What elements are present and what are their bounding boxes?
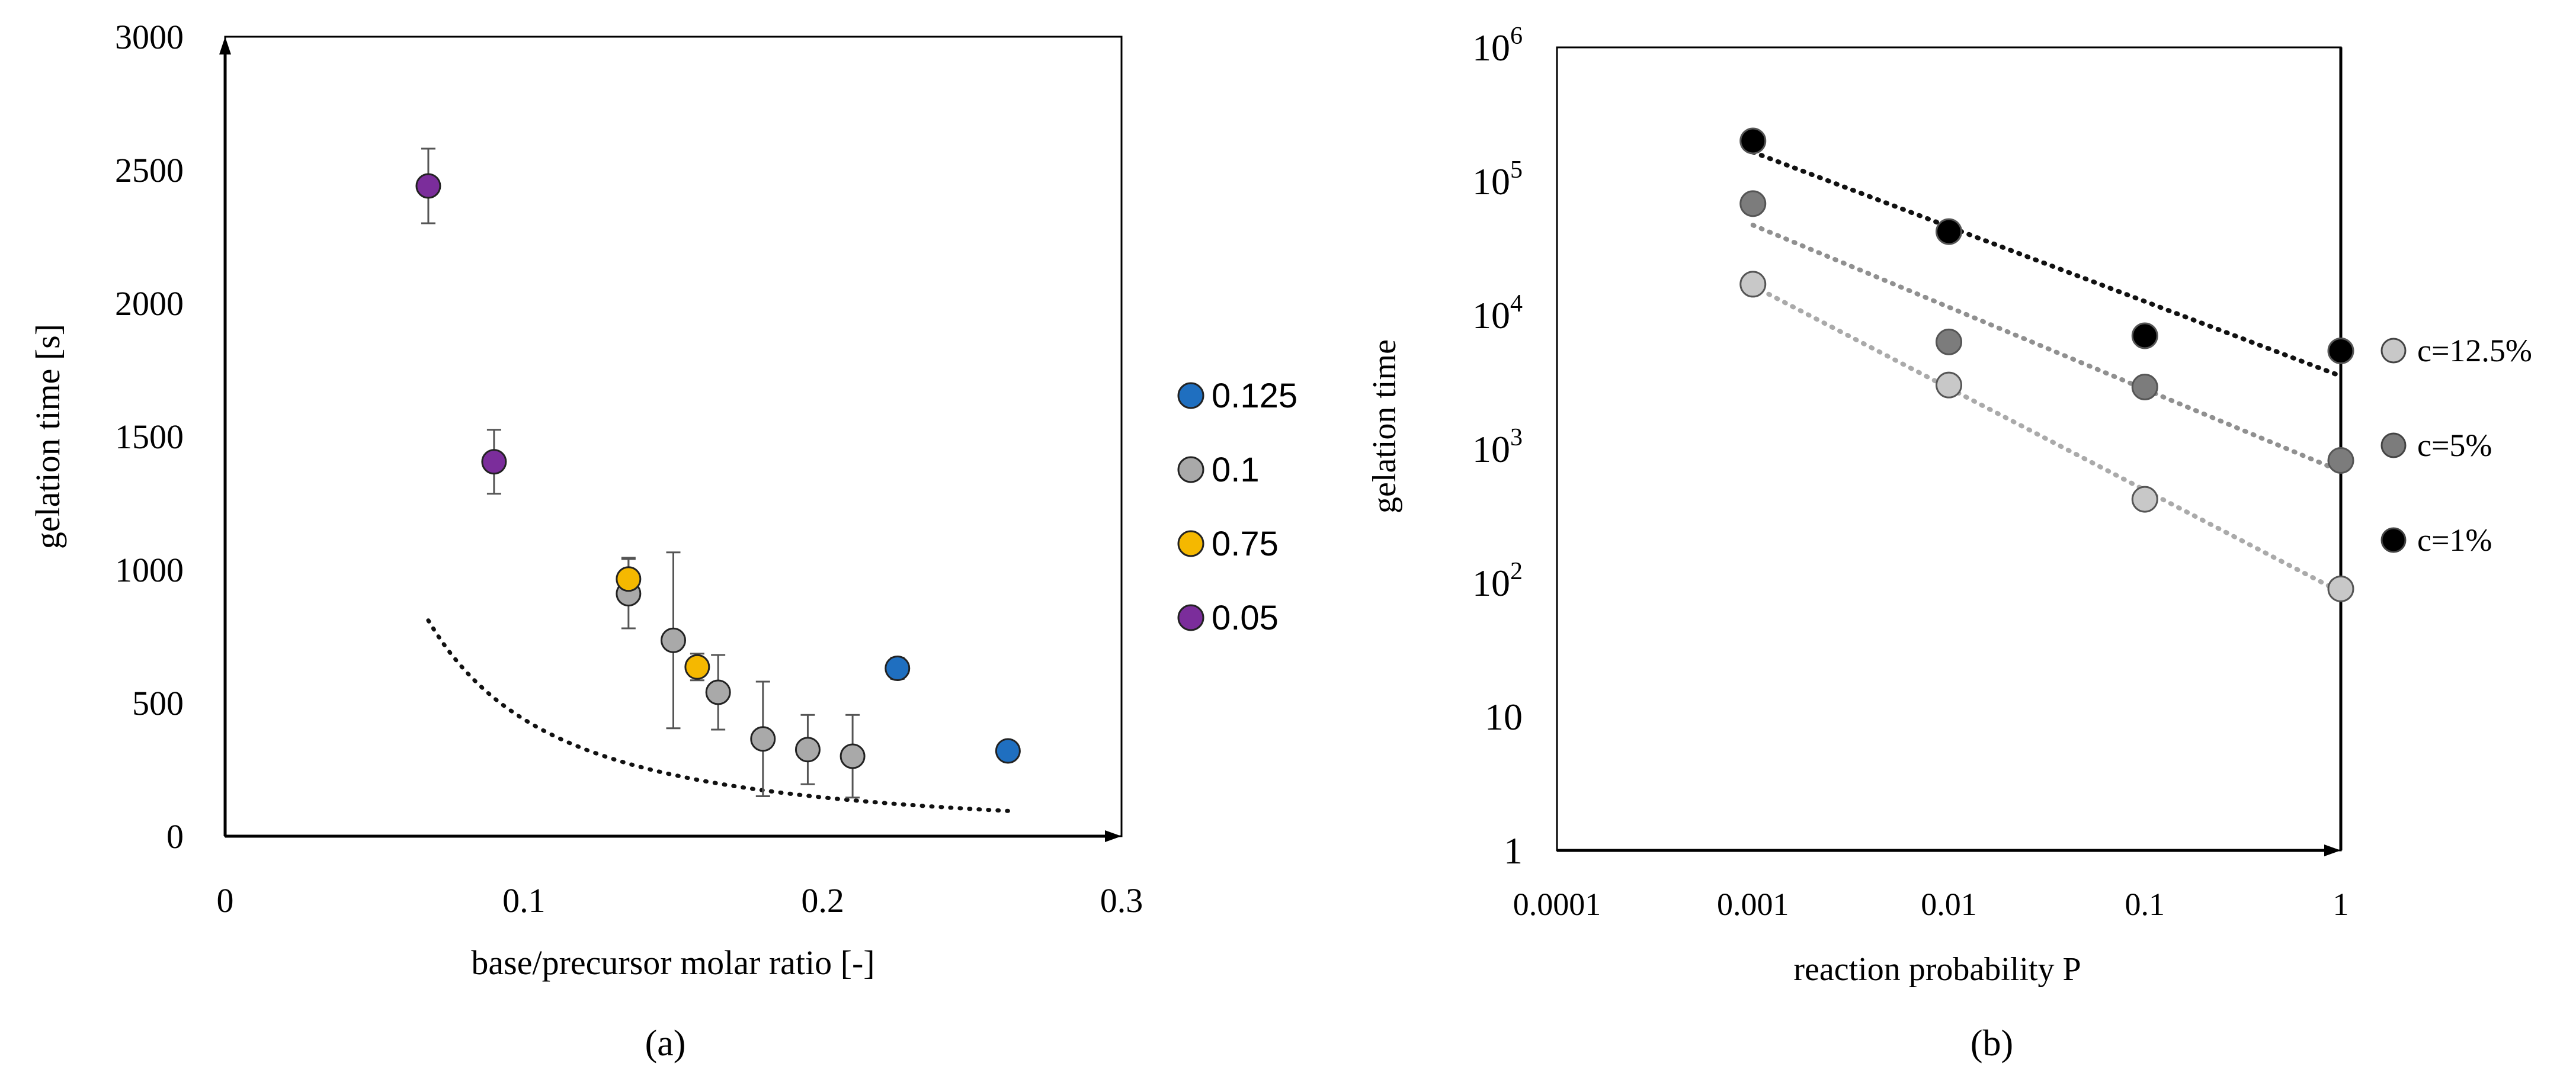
panel-a-trendline — [426, 618, 1010, 813]
panel-a-y-axis-label: gelation time [s] — [28, 324, 67, 549]
panel-b-y-tick-label: 102 — [1472, 558, 1523, 604]
panel-a-y-tick-labels: 0 500 1000 1500 2000 2500 3000 — [115, 18, 184, 856]
panel-a-point — [705, 679, 731, 705]
panel-b-y-tick-label: 104 — [1472, 290, 1523, 336]
panel-b-point — [1936, 218, 1962, 245]
panel-b-trendline — [1750, 149, 2343, 379]
panel-b-y-tick-label: 105 — [1472, 156, 1523, 203]
panel-a-point — [481, 449, 507, 475]
panel-a-legend-label: 0.1 — [1212, 451, 1260, 489]
panel-b-point — [2131, 322, 2158, 349]
panel-b-trendlines — [1750, 149, 2343, 595]
panel-a-y-tick-label: 3000 — [115, 18, 184, 56]
panel-b-legend-label: c=1% — [2417, 522, 2492, 558]
panel-b-x-axis-arrow — [2324, 844, 2341, 856]
panel-b-point — [1739, 127, 1767, 155]
panel-b-x-tick-label: 0.01 — [1921, 887, 1977, 922]
panel-b-x-tick-label: 0.0001 — [1513, 887, 1601, 922]
panel-a-x-tick-label: 0.3 — [1100, 881, 1143, 920]
panel-b-point — [1739, 271, 1767, 298]
panel-a-legend: 0.125 0.1 0.75 0.05 — [1177, 377, 1297, 637]
panel-a-point — [885, 656, 911, 681]
panel-a-y-axis-arrow — [219, 37, 231, 54]
panel-a-legend-marker — [1177, 604, 1204, 631]
panel-a-legend-marker — [1177, 456, 1204, 483]
panel-a-legend-label: 0.05 — [1212, 599, 1279, 637]
panel-a-x-axis-label: base/precursor molar ratio [-] — [471, 943, 874, 982]
panel-b-y-tick-label: 10 — [1485, 696, 1523, 738]
panel-b-point — [2327, 447, 2354, 474]
panel-a-point — [794, 737, 821, 763]
panel-b-point — [1936, 328, 1962, 355]
panel-b-legend-marker — [2380, 338, 2407, 364]
panel-b-trendline — [1750, 223, 2343, 474]
panel-b-y-tick-label: 103 — [1472, 424, 1523, 470]
panel-a-label: (a) — [645, 1023, 686, 1064]
panel-b-point — [2327, 337, 2354, 364]
panel-b-label: (b) — [1971, 1023, 2013, 1064]
panel-b-legend-marker — [2380, 432, 2407, 458]
panel-a: 0 500 1000 1500 2000 2500 3000 0 0.1 0.2 0.3 base… — [28, 18, 1297, 1064]
panel-a-x-tick-label: 0.2 — [801, 881, 844, 920]
panel-a-legend-label: 0.75 — [1212, 525, 1279, 563]
panel-a-y-tick-label: 1000 — [115, 551, 184, 589]
panel-b-point — [1936, 371, 1962, 399]
panel-a-x-axis-arrow — [1105, 830, 1122, 842]
panel-a-y-tick-label: 2000 — [115, 284, 184, 323]
panel-a-point — [616, 566, 642, 592]
panel-a-x-tick-labels: 0 0.1 0.2 0.3 — [217, 881, 1143, 920]
panel-b-x-tick-label: 0.1 — [2125, 887, 2165, 922]
panel-a-point — [661, 627, 686, 653]
panel-b-x-tick-labels: 0.0001 0.001 0.01 0.1 1 — [1513, 887, 2349, 922]
panel-a-x-tick-label: 0.1 — [502, 881, 546, 920]
panel-b-x-tick-label: 1 — [2333, 887, 2349, 922]
panel-a-legend-label: 0.125 — [1212, 377, 1297, 415]
panel-b-y-tick-labels: 1 10 102 103 104 105 106 — [1472, 23, 1523, 872]
panel-b-legend-label: c=12.5% — [2417, 333, 2532, 368]
panel-a-data-points — [415, 173, 1021, 769]
panel-b-point — [2131, 486, 2158, 513]
panel-a-legend-marker — [1177, 382, 1204, 409]
panel-b-x-tick-label: 0.001 — [1717, 887, 1789, 922]
panel-a-legend-marker — [1177, 530, 1204, 557]
panel-a-x-tick-label: 0 — [217, 881, 234, 920]
panel-b-legend-marker — [2380, 527, 2407, 553]
panel-a-point — [995, 738, 1021, 764]
panel-b-point — [2131, 373, 2158, 400]
panel-a-y-tick-label: 0 — [166, 817, 184, 856]
panel-a-point — [840, 743, 866, 769]
panel-b-legend: c=12.5% c=5% c=1% — [2380, 333, 2532, 558]
panel-b-y-axis-label: gelation time — [1366, 339, 1403, 513]
panel-b-point — [2327, 575, 2354, 602]
panel-a-point — [750, 726, 776, 752]
panel-a-y-tick-label: 2500 — [115, 151, 184, 190]
panel-b: 1 10 102 103 104 105 106 0.0001 0.001 0.01 0.1 1 r… — [1366, 23, 2532, 1064]
panel-b-trendline — [1750, 283, 2343, 595]
panel-a-y-tick-label: 500 — [132, 684, 184, 722]
panel-b-y-tick-label: 1 — [1504, 830, 1523, 872]
panel-b-plot-border — [1556, 46, 2342, 852]
panel-a-point — [684, 654, 710, 680]
panel-b-y-tick-label: 106 — [1472, 23, 1523, 69]
panel-a-y-tick-label: 1500 — [115, 418, 184, 456]
panel-b-point — [1739, 190, 1767, 217]
panel-b-legend-label: c=5% — [2417, 428, 2492, 463]
panel-b-data-points — [1739, 127, 2354, 602]
panel-b-x-axis-label: reaction probability P — [1793, 951, 2081, 988]
panel-a-point — [415, 173, 441, 199]
